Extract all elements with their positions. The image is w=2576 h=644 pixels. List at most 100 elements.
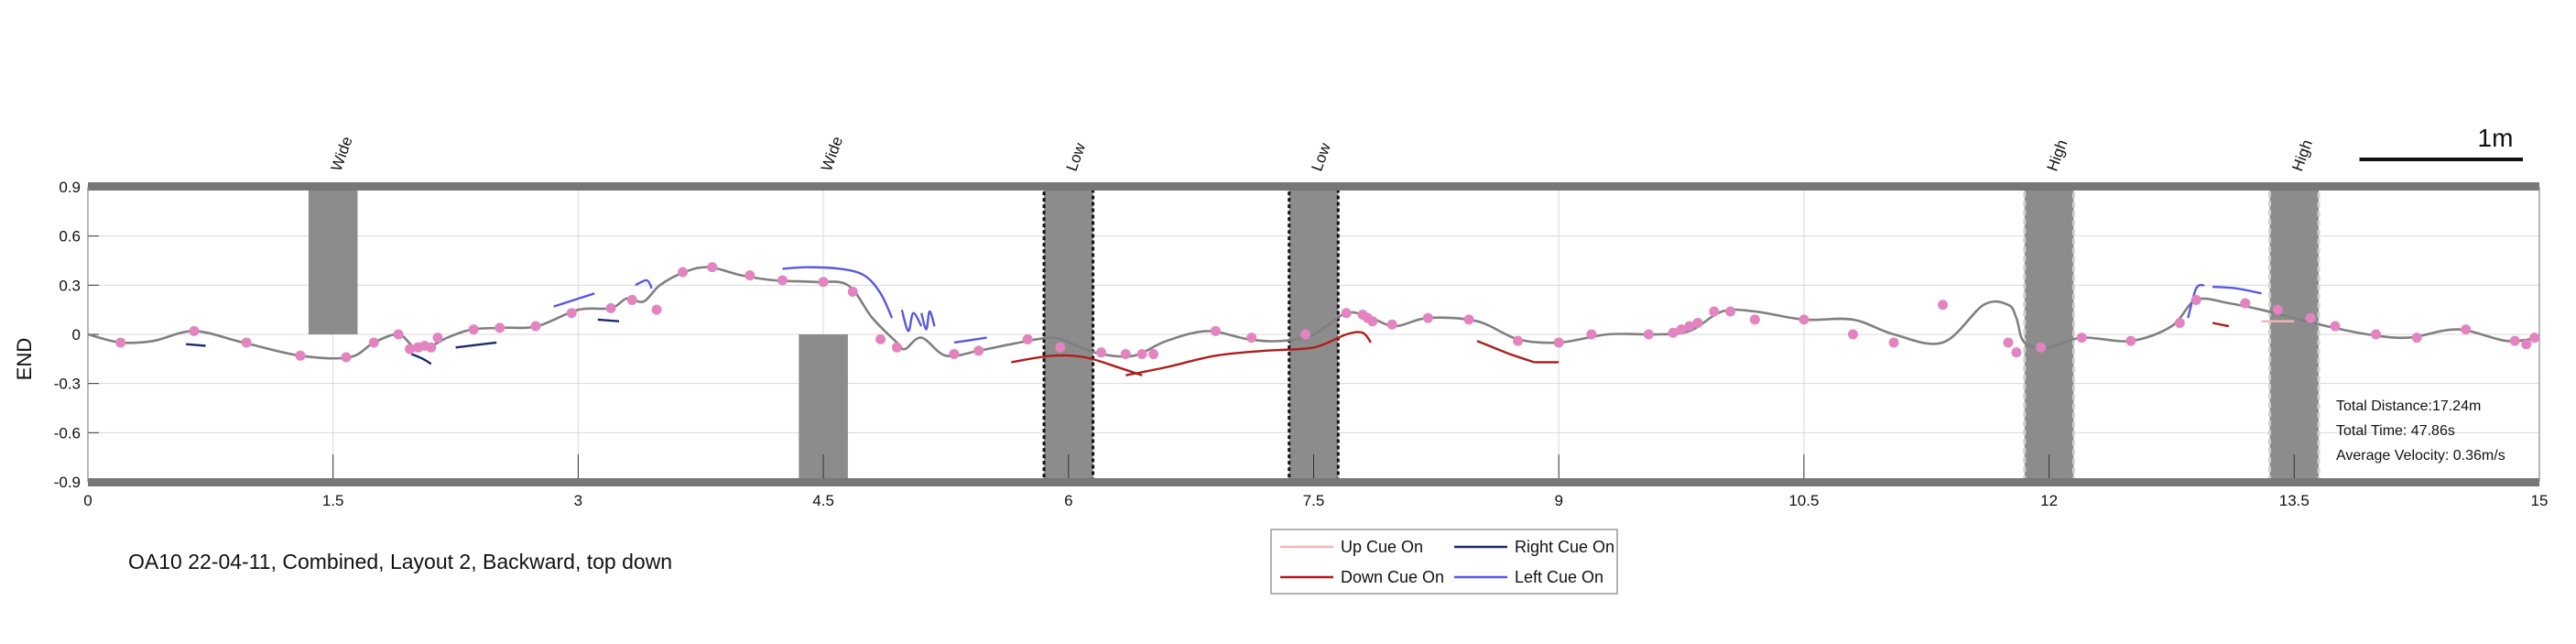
sample-marker xyxy=(189,325,200,336)
sample-marker xyxy=(973,345,984,356)
scale-bar-label: 1m xyxy=(2478,124,2514,152)
sample-marker xyxy=(1246,333,1257,344)
sample-marker xyxy=(241,337,252,348)
sample-marker xyxy=(530,321,541,332)
sample-marker xyxy=(651,304,662,315)
sample-marker xyxy=(1668,327,1679,338)
sample-marker xyxy=(1136,348,1147,359)
sample-marker xyxy=(393,329,404,340)
chart-title: OA10 22-04-11, Combined, Layout 2, Backw… xyxy=(128,550,672,573)
sample-marker xyxy=(2190,294,2201,305)
stat-total-time: Total Time: 47.86s xyxy=(2336,423,2455,439)
sample-marker xyxy=(1463,314,1474,325)
stat-average-velocity: Average Velocity: 0.36m/s xyxy=(2336,448,2505,464)
sample-marker xyxy=(1643,329,1654,340)
stat-total-distance: Total Distance:17.24m xyxy=(2336,398,2481,414)
x-tick-label: 3 xyxy=(574,492,582,509)
sample-marker xyxy=(1749,314,1760,325)
cue-segment xyxy=(782,266,894,319)
trajectory-line xyxy=(87,266,2540,360)
obstacle-label: Wide xyxy=(328,134,356,173)
top-wall xyxy=(88,182,2539,191)
cue-segment xyxy=(2212,322,2230,328)
sample-marker xyxy=(1386,319,1397,330)
axes xyxy=(87,182,2540,486)
bottom-wall xyxy=(88,478,2539,486)
sample-marker xyxy=(426,342,437,353)
sample-marker xyxy=(2036,342,2047,353)
sample-marker xyxy=(2272,304,2283,315)
cue-segment xyxy=(410,353,432,366)
x-tick-label: 4.5 xyxy=(812,492,834,509)
cue-segment xyxy=(597,318,620,322)
x-tick-label: 12 xyxy=(2040,492,2058,509)
sample-marker xyxy=(341,352,352,363)
sample-marker xyxy=(1847,329,1858,340)
sample-marker xyxy=(1709,306,1720,317)
legend-box xyxy=(1270,529,1618,595)
y-tick-label: 0 xyxy=(72,326,81,344)
x-tick-label: 13.5 xyxy=(2279,492,2310,509)
cue-segment xyxy=(1125,331,1372,377)
legend-label-down: Down Cue On xyxy=(1341,568,1444,586)
sample-marker xyxy=(2174,317,2185,328)
obstacle-label: Low xyxy=(1308,140,1334,173)
sample-marker xyxy=(468,324,479,335)
legend: Up Cue On Right Cue On Down Cue On Left … xyxy=(1270,529,1618,595)
markers xyxy=(115,262,2540,363)
cue-segment xyxy=(920,310,936,331)
x-tick-label: 0 xyxy=(83,492,92,509)
sample-marker xyxy=(1210,325,1221,336)
sample-marker xyxy=(2371,329,2382,340)
sample-marker xyxy=(2521,339,2532,350)
sample-marker xyxy=(891,342,902,353)
legend-label-right: Right Cue On xyxy=(1515,538,1614,556)
obstacle-label: Low xyxy=(1063,140,1090,173)
y-tick-label: -0.3 xyxy=(54,376,81,393)
x-tick-label: 10.5 xyxy=(1788,492,1819,509)
sample-marker xyxy=(875,333,886,344)
cue-segment xyxy=(553,292,595,308)
legend-label-left: Left Cue On xyxy=(1515,568,1603,586)
x-tick-label: 15 xyxy=(2531,492,2549,509)
sample-marker xyxy=(2330,321,2341,332)
x-tick-label: 1.5 xyxy=(322,492,344,509)
obstacles xyxy=(308,185,2321,484)
x-tick-label: 7.5 xyxy=(1303,492,1325,509)
sample-marker xyxy=(1055,342,1066,353)
y-axis-label: END xyxy=(13,338,36,380)
sample-marker xyxy=(368,337,379,348)
sample-marker xyxy=(1148,348,1159,359)
sample-marker xyxy=(1513,335,1524,346)
sample-marker xyxy=(1676,324,1687,335)
obstacle-label: High xyxy=(2044,137,2071,173)
sample-marker xyxy=(1684,321,1695,332)
cue-segment xyxy=(2212,285,2262,295)
sample-marker xyxy=(1095,347,1106,358)
obstacle-wide xyxy=(308,187,358,334)
obstacle-high xyxy=(2023,185,2075,484)
sample-marker xyxy=(2529,333,2540,344)
sample-marker xyxy=(2461,324,2472,335)
sample-marker xyxy=(1888,337,1899,348)
sample-marker xyxy=(818,277,829,288)
sample-marker xyxy=(2240,298,2251,309)
sample-marker xyxy=(1938,300,1949,311)
obstacle-label: High xyxy=(2288,137,2316,173)
cue-segment xyxy=(185,343,206,347)
sample-marker xyxy=(566,308,577,319)
sample-marker xyxy=(2305,312,2316,323)
sample-marker xyxy=(707,262,718,273)
y-tick-label: 0.3 xyxy=(59,277,81,294)
y-tick-label: -0.6 xyxy=(54,424,81,442)
sample-marker xyxy=(2509,335,2520,346)
sample-marker xyxy=(2076,333,2087,344)
y-tick-label: 0.6 xyxy=(59,228,81,246)
trajectory xyxy=(87,266,2540,360)
obstacle-label: Wide xyxy=(818,134,846,173)
sample-marker xyxy=(1341,308,1352,319)
cue-segment xyxy=(635,278,653,289)
sample-marker xyxy=(115,337,126,348)
sample-marker xyxy=(295,350,306,361)
